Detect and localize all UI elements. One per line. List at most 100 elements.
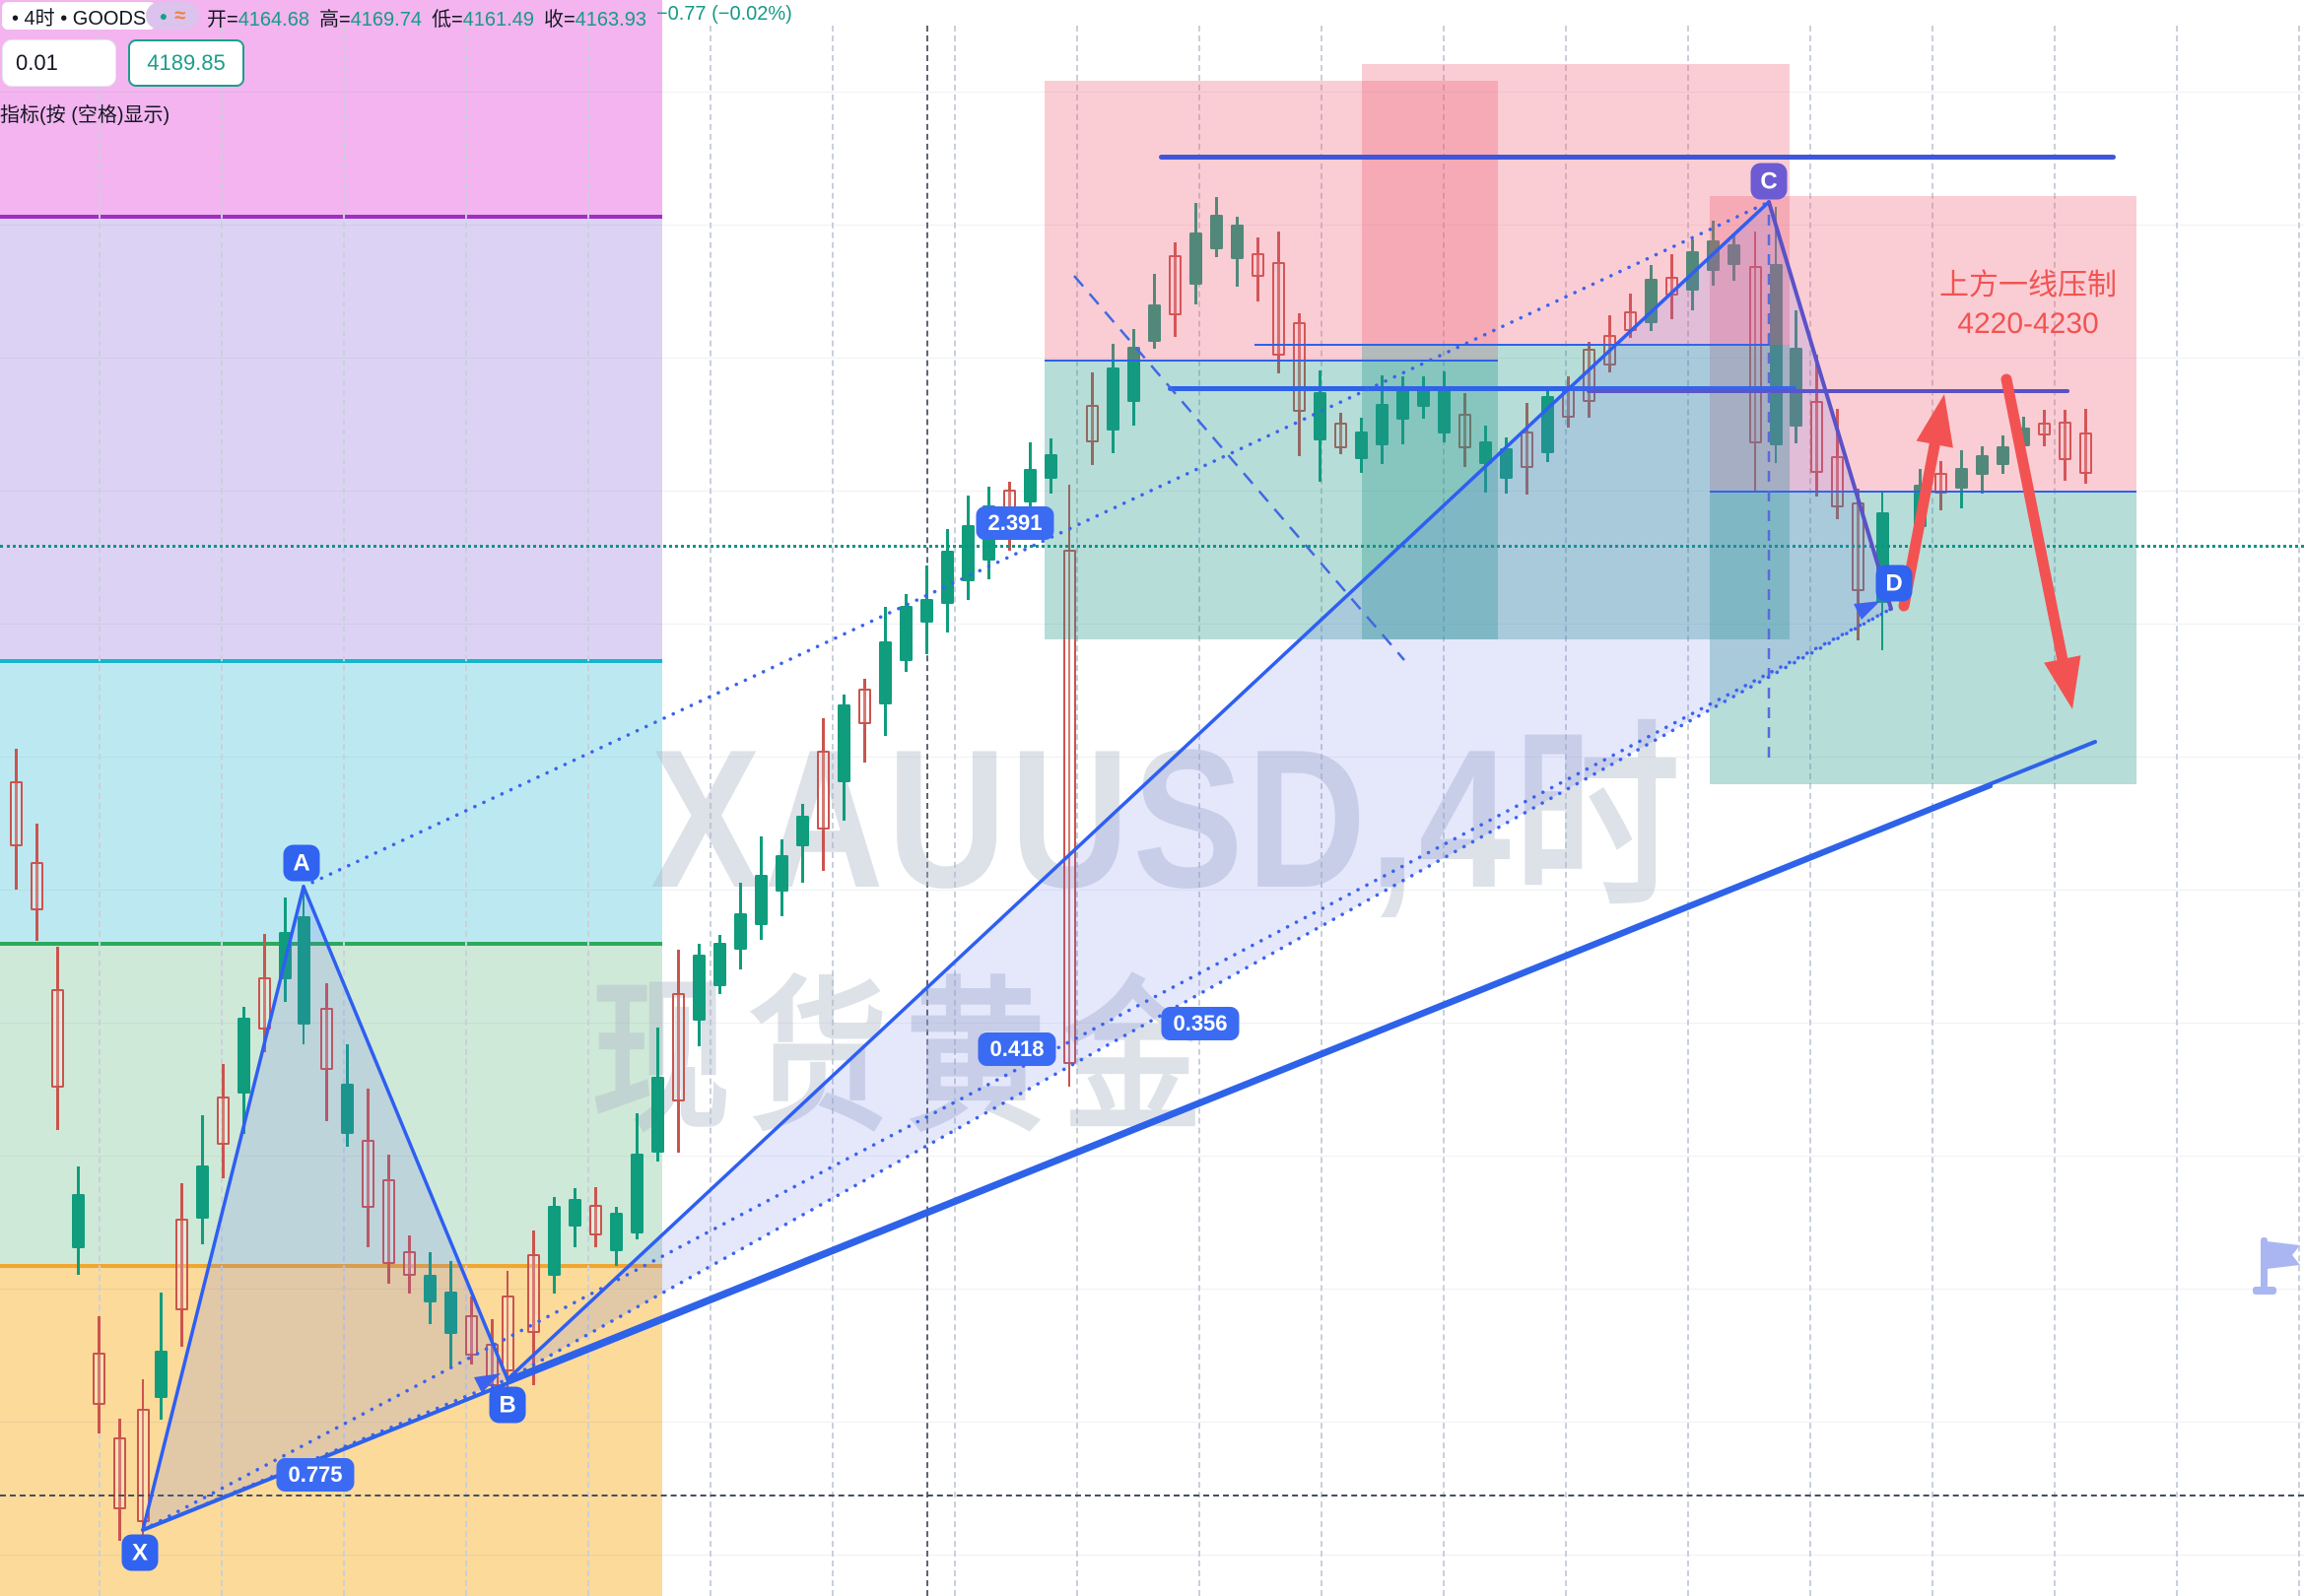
candle-wick-0 bbox=[15, 748, 18, 891]
candle-body-63 bbox=[1396, 388, 1409, 421]
v-gridline-1 bbox=[221, 26, 223, 1596]
candle-body-43 bbox=[962, 525, 975, 582]
candle-body-sp94 bbox=[297, 916, 310, 1025]
candle-wick-9 bbox=[222, 1063, 225, 1179]
orange-zone bbox=[0, 1266, 662, 1596]
h-gridline-2 bbox=[0, 358, 2304, 359]
candle-body-52 bbox=[1169, 255, 1182, 316]
candle-wick-74 bbox=[1629, 294, 1632, 338]
candle-body-25 bbox=[589, 1205, 602, 1235]
candle-wick-66 bbox=[1463, 392, 1466, 467]
candle-body-48 bbox=[1086, 404, 1099, 442]
h-gridline-0 bbox=[0, 92, 2304, 93]
candle-body-4 bbox=[93, 1353, 105, 1405]
candle-body-sp97 bbox=[1748, 266, 1762, 443]
reject-down-arrow-shaft bbox=[2000, 373, 2068, 665]
h-gridline-10 bbox=[0, 1422, 2304, 1423]
candle-body-sp98 bbox=[1769, 264, 1783, 445]
resistance-annotation-line2: 4220-4230 bbox=[1957, 307, 2099, 340]
fib-label-0.356[interactable]: 0.356 bbox=[1161, 1007, 1240, 1040]
dotted-ray-XD bbox=[141, 607, 1893, 1532]
channel-line-1 bbox=[506, 740, 2097, 1381]
v-gridline-6 bbox=[832, 26, 834, 1596]
candle-wick-25 bbox=[594, 1186, 597, 1247]
flag-marker-icon[interactable] bbox=[2253, 1235, 2304, 1301]
candle-body-62 bbox=[1376, 404, 1389, 445]
candle-wick-73 bbox=[1608, 314, 1611, 372]
fib-label-0.775[interactable]: 0.775 bbox=[276, 1458, 355, 1492]
candle-wick-48 bbox=[1091, 371, 1094, 466]
pattern-point-label-B[interactable]: B bbox=[489, 1386, 526, 1424]
symbol-title-pill[interactable]: • 4时 • GOODS bbox=[2, 2, 157, 30]
zone-border-line-2 bbox=[0, 942, 662, 946]
candle-body-91 bbox=[2059, 422, 2071, 461]
candle-body-3 bbox=[72, 1193, 85, 1249]
fib-label-0.418[interactable]: 0.418 bbox=[978, 1032, 1056, 1066]
v-gridline-session bbox=[926, 26, 928, 1596]
cyan-zone bbox=[0, 661, 662, 944]
v-gridline-5 bbox=[710, 26, 712, 1596]
candle-wick-92 bbox=[2084, 409, 2087, 484]
candle-wick-56 bbox=[1256, 236, 1259, 301]
candle-body-sp96 bbox=[1062, 550, 1076, 1064]
candle-body-8 bbox=[196, 1165, 209, 1219]
candle-wick-sp97 bbox=[1753, 232, 1757, 493]
v-gridline-10 bbox=[1321, 26, 1322, 1596]
candle-body-66 bbox=[1458, 414, 1471, 449]
candle-wick-7 bbox=[180, 1182, 183, 1348]
v-gridline-11 bbox=[1443, 26, 1445, 1596]
upper-resistance-line[interactable] bbox=[1159, 154, 2116, 160]
harmonic-fill-BCD bbox=[508, 202, 1891, 1379]
candle-body-56 bbox=[1252, 252, 1264, 278]
pattern-point-label-D[interactable]: D bbox=[1875, 565, 1913, 602]
candle-body-11 bbox=[258, 977, 271, 1031]
candle-wick-sp93 bbox=[141, 1379, 145, 1549]
candle-body-0 bbox=[10, 780, 23, 846]
fib-label-2.391[interactable]: 2.391 bbox=[976, 506, 1054, 540]
v-gridline-14 bbox=[1809, 26, 1811, 1596]
v-gridline-13 bbox=[1687, 26, 1689, 1596]
candle-body-18 bbox=[424, 1275, 437, 1302]
h-gridline-5 bbox=[0, 757, 2304, 758]
candle-wick-21 bbox=[491, 1318, 494, 1396]
candle-body-60 bbox=[1334, 423, 1347, 448]
v-gridline-17 bbox=[2176, 26, 2178, 1596]
candle-body-49 bbox=[1107, 366, 1119, 431]
candle-body-39 bbox=[879, 640, 892, 704]
current-price-line bbox=[0, 545, 2304, 548]
candle-wick-85 bbox=[1939, 460, 1942, 511]
demand-box-3 bbox=[1710, 492, 2136, 784]
ohlc-legend: 开=4164.68 高=4169.74 低=4161.49 收=4163.93 −0.7… bbox=[207, 3, 792, 32]
candle-wick-91 bbox=[2064, 409, 2067, 482]
price-level-box[interactable]: 4189.85 bbox=[128, 39, 244, 87]
pattern-leg-BC bbox=[506, 200, 1771, 1381]
dotted-arrowhead-D bbox=[1854, 601, 1880, 620]
v-gridline-9 bbox=[1198, 26, 1200, 1596]
pattern-point-label-X[interactable]: X bbox=[121, 1534, 159, 1571]
candle-body-35 bbox=[796, 815, 809, 846]
v-gridline-2 bbox=[343, 26, 345, 1596]
candle-body-23 bbox=[548, 1205, 561, 1276]
candle-wick-13 bbox=[325, 982, 328, 1122]
pattern-point-label-A[interactable]: A bbox=[283, 844, 320, 882]
v-gridline-16 bbox=[2054, 26, 2056, 1596]
candle-body-10 bbox=[237, 1017, 250, 1094]
pattern-point-label-C[interactable]: C bbox=[1750, 163, 1788, 200]
pressure-line-4220[interactable] bbox=[1587, 389, 2069, 393]
ohlc-item: 高=4169.74 bbox=[318, 9, 422, 31]
indicator-toggle-pill[interactable]: ● ≈ bbox=[146, 2, 199, 30]
candle-wick-20 bbox=[470, 1296, 473, 1364]
candle-body-33 bbox=[755, 874, 768, 925]
candle-body-92 bbox=[2079, 432, 2092, 474]
candle-wick-16 bbox=[387, 1154, 390, 1284]
candle-body-6 bbox=[155, 1350, 168, 1398]
mid-resistance-line[interactable] bbox=[1168, 385, 1796, 391]
lot-size-input[interactable]: 0.01 bbox=[2, 39, 116, 87]
candle-body-19 bbox=[444, 1292, 457, 1334]
ohlc-item: 收=4163.93 bbox=[543, 9, 646, 31]
candle-body-68 bbox=[1500, 448, 1513, 479]
zone-border-line-1 bbox=[0, 659, 662, 663]
candle-wick-29 bbox=[677, 950, 680, 1153]
dotted-ray-XB bbox=[141, 1377, 509, 1532]
